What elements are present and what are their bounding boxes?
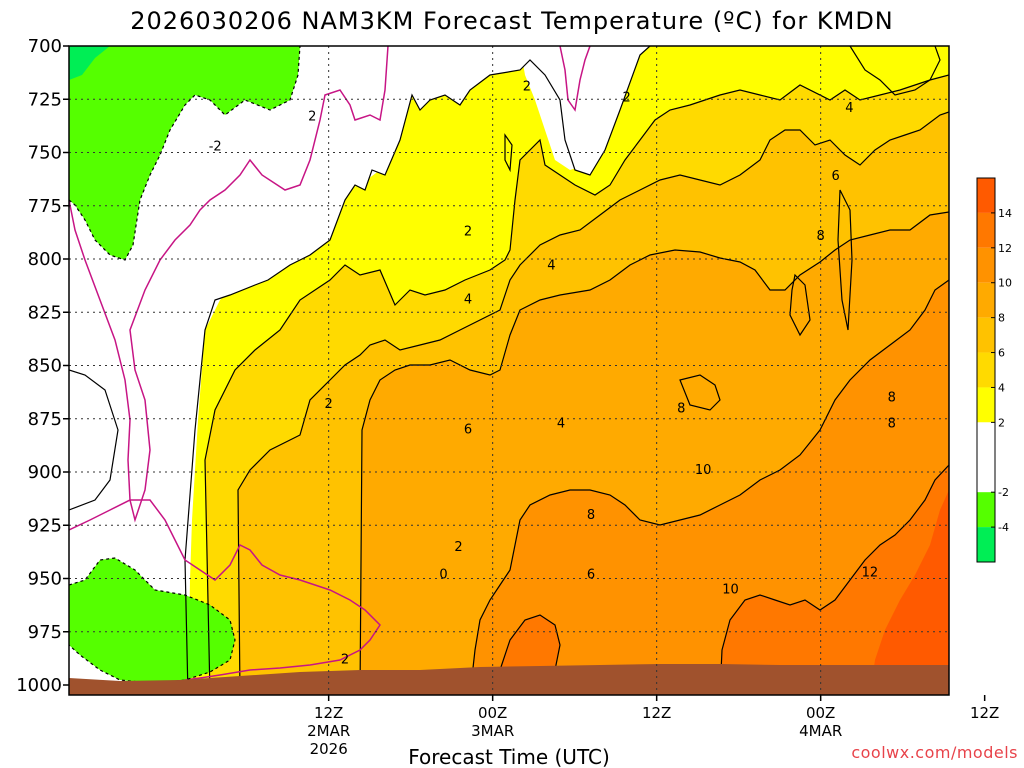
contour-label: 2 [523,80,531,95]
contour-label: 2 [464,225,472,240]
x-axis-label: Forecast Time (UTC) [408,745,610,768]
contour-label: 4 [464,293,472,308]
colorbar-band [977,317,995,353]
x-tick-label: 12Z [314,704,343,722]
plot-frame [68,45,950,696]
x-tick-label: 2026 [310,740,348,758]
colorbar-band [977,212,995,248]
chart-title: 2026030206 NAM3KM Forecast Temperature (… [130,7,894,35]
plot-area: 2222222204444666888881010101212-2 [69,46,1024,695]
neg2-contours [69,46,301,684]
colorbar-tick-label: 8 [998,312,1005,325]
colorbar-band [977,352,995,388]
y-tick-label: 750 [28,143,62,164]
contour-label: 2 [325,397,333,412]
contour-label: 6 [464,423,472,438]
contour-label: 2 [341,653,349,668]
x-tick-label: 00Z [478,704,507,722]
contour-label: 8 [677,401,685,416]
contour-label: 8 [888,391,896,406]
y-tick-label: 775 [28,196,62,217]
colorbar-tick-label: -2 [998,486,1009,499]
band-neg2-neg4-a [69,46,300,260]
freezing-isotherm [69,46,591,681]
contour-label: 6 [587,568,595,583]
band-neg2-neg4-b [69,558,235,683]
colorbar-band [977,387,995,423]
contour-label: 4 [547,259,555,274]
y-axis: 700 725 750 775 800 825 850 875 900 925 950 975 1000 [16,36,69,696]
colorbar-band [977,247,995,283]
band-2-4-top [850,46,940,95]
colorbar-frame [976,177,996,563]
contour-label: 8 [888,416,896,431]
contour-label: 0 [439,568,447,583]
y-tick-label: 950 [28,569,62,590]
colorbar-tick-label: -4 [998,521,1009,534]
x-tick-label: 12Z [970,704,999,722]
contour-label: 12 [862,565,879,580]
y-tick-label: 900 [28,462,62,483]
x-tick-label: 12Z [642,704,671,722]
colorbar-tick-label: 4 [998,381,1005,394]
y-tick-label: 875 [28,409,62,430]
x-tick-label: 4MAR [799,722,842,740]
colorbar-band [977,492,995,528]
band-neg4-neg6 [69,46,110,80]
y-tick-label: 800 [28,249,62,270]
y-tick-label: 725 [28,89,62,110]
contour-label: 4 [845,101,853,116]
y-tick-label: 850 [28,356,62,377]
contour-label: 2 [454,540,462,555]
x-tick-label: 2MAR [307,722,350,740]
contour-label: -2 [209,139,222,154]
contour-label: 10 [722,582,739,597]
terrain-ground [69,664,949,695]
colorbar-band [977,422,995,493]
colorbar-band [977,282,995,318]
contour-label: 12 [1012,589,1024,604]
colorbar-band [977,178,995,213]
x-tick-label: 00Z [806,704,835,722]
x-tick-label: 3MAR [471,722,514,740]
y-tick-label: 825 [28,302,62,323]
colorbar-tick-label: 12 [998,242,1012,255]
colorbar-tick-label: 2 [998,416,1005,429]
grid-lines [69,46,949,695]
colorbar-tick-label: 10 [998,277,1012,290]
y-tick-label: 975 [28,622,62,643]
band-10-12 [470,280,949,695]
contour-label: 4 [557,416,565,431]
contour-label: 2 [622,90,630,105]
contour-label: 10 [695,463,712,478]
colorbar-tick-label: 6 [998,347,1005,360]
band-0-2-top [69,46,405,695]
y-tick-label: 1000 [16,675,62,696]
y-tick-label: 700 [28,36,62,57]
contour-label: 2 [308,110,316,125]
credit-link[interactable]: coolwx.com/models [851,743,1018,762]
band-0-2-right [520,46,640,170]
y-tick-label: 925 [28,515,62,536]
colorbar-band [977,527,995,562]
colorbar-tick-label: 14 [998,207,1012,220]
band-14-16 [870,490,949,695]
contour-labels: 2222222204444666888881010101212-2 [209,56,1024,668]
contour-label: 8 [817,229,825,244]
contour-label: 8 [587,508,595,523]
contour-label: 2 [953,56,961,71]
contour-label: 6 [832,169,840,184]
colorbar: 14 12 10 8 6 4 2 -2 -4 [976,177,1012,563]
